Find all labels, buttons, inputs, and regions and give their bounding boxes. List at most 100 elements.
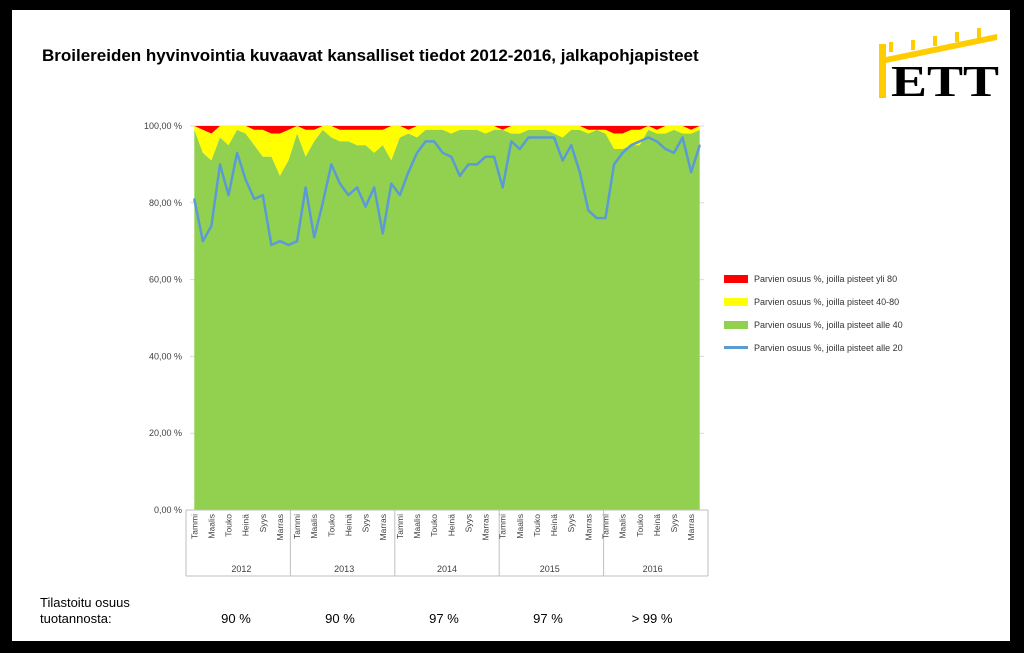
- stat-2014: 97 %: [429, 611, 459, 626]
- point-alle20: [339, 182, 341, 185]
- year-label: 2012: [231, 564, 251, 574]
- point-alle20: [493, 155, 495, 158]
- stat-2013: 90 %: [325, 611, 355, 626]
- point-alle20: [227, 194, 230, 196]
- ett-logo: ETT: [879, 28, 999, 102]
- point-alle20: [638, 140, 641, 143]
- legend-label-alle20: Parvien osuus %, joilla pisteet alle 20: [754, 342, 903, 353]
- point-alle20: [202, 240, 204, 242]
- point-alle20: [262, 194, 264, 196]
- point-alle20: [587, 209, 590, 212]
- legend-label-yli80: Parvien osuus %, joilla pisteet yli 80: [754, 273, 898, 284]
- point-alle20: [621, 152, 624, 154]
- point-alle20: [321, 202, 324, 204]
- point-alle20: [270, 244, 273, 246]
- logo-text: ETT: [891, 57, 999, 102]
- legend-label-alle40: Parvien osuus %, joilla pisteet alle 40: [754, 319, 903, 330]
- month-label: Touko: [635, 514, 645, 537]
- point-alle20: [373, 186, 375, 189]
- month-label: Heinä: [549, 514, 559, 536]
- point-alle20: [510, 140, 513, 143]
- y-tick-label: 40,00 %: [149, 351, 182, 361]
- point-alle20: [544, 136, 547, 139]
- month-label: Marras: [378, 514, 388, 540]
- line-alle20: [193, 136, 701, 247]
- stat-2015: 97 %: [533, 611, 563, 626]
- point-alle20: [364, 205, 367, 208]
- point-alle20: [244, 178, 247, 181]
- y-tick-label: 80,00 %: [149, 198, 182, 208]
- month-label: Marras: [583, 514, 593, 540]
- point-alle20: [347, 194, 350, 196]
- point-alle20: [527, 136, 530, 139]
- point-alle20: [536, 136, 538, 139]
- point-alle20: [596, 217, 598, 219]
- point-alle20: [304, 186, 307, 189]
- month-label: Heinä: [343, 514, 353, 536]
- point-alle20: [553, 136, 555, 139]
- point-alle20: [570, 144, 573, 146]
- month-label: Touko: [326, 514, 336, 537]
- month-label: Marras: [275, 514, 285, 540]
- point-alle20: [390, 182, 393, 185]
- point-alle20: [681, 136, 684, 139]
- legend-item-alle20: Parvien osuus %, joilla pisteet alle 20: [724, 336, 903, 359]
- point-alle20: [630, 144, 632, 146]
- point-alle20: [647, 136, 650, 139]
- month-label: Heinä: [241, 514, 251, 536]
- slide: Broilereiden hyvinvointia kuvaavat kansa…: [12, 10, 1010, 641]
- month-label: Maalis: [515, 514, 525, 539]
- area-alle40: [194, 129, 700, 510]
- month-label: Tammi: [292, 514, 302, 539]
- month-label: Tammi: [498, 514, 508, 539]
- point-alle20: [450, 155, 453, 158]
- month-label: Maalis: [412, 514, 422, 539]
- month-label: Heinä: [446, 514, 456, 536]
- chart-legend: Parvien osuus %, joilla pisteet yli 80 P…: [724, 267, 903, 359]
- stat-2016: > 99 %: [631, 611, 673, 626]
- point-alle20: [613, 163, 615, 166]
- point-alle20: [441, 152, 444, 154]
- month-label: Syys: [258, 514, 268, 532]
- point-alle20: [578, 171, 581, 173]
- legend-swatch-green: [724, 320, 748, 329]
- legend-label-40-80: Parvien osuus %, joilla pisteet 40-80: [754, 296, 900, 307]
- year-label: 2013: [334, 564, 354, 574]
- year-label: 2016: [643, 564, 663, 574]
- point-alle20: [501, 186, 504, 189]
- logo-mark-icon: [879, 28, 997, 98]
- y-tick-label: 100,00 %: [144, 121, 182, 131]
- month-label: Touko: [532, 514, 542, 537]
- point-alle20: [698, 144, 701, 146]
- month-label: Touko: [224, 514, 234, 537]
- point-alle20: [484, 155, 487, 158]
- point-alle20: [690, 171, 692, 173]
- legend-item-yli80: Parvien osuus %, joilla pisteet yli 80: [724, 267, 903, 290]
- point-alle20: [656, 140, 658, 143]
- month-label: Maalis: [206, 514, 216, 539]
- point-alle20: [313, 236, 316, 239]
- month-label: Touko: [429, 514, 439, 537]
- month-label: Maalis: [618, 514, 628, 539]
- month-label: Tammi: [600, 514, 610, 539]
- month-label: Heinä: [652, 514, 662, 536]
- y-tick-label: 20,00 %: [149, 428, 182, 438]
- month-label: Syys: [463, 514, 473, 532]
- chart: 0,00 % 20,00 % 40,00 % 60,00 % 80,00 % 100,00…: [144, 121, 709, 577]
- point-alle20: [416, 152, 418, 154]
- month-label: Maalis: [309, 514, 319, 539]
- stat-2012: 90 %: [221, 611, 251, 626]
- point-alle20: [219, 163, 221, 166]
- month-label: Tammi: [395, 514, 405, 539]
- legend-swatch-yellow: [724, 297, 748, 306]
- point-alle20: [279, 240, 281, 242]
- legend-item-alle40: Parvien osuus %, joilla pisteet alle 40: [724, 313, 903, 336]
- point-alle20: [356, 186, 358, 189]
- month-label: Syys: [669, 514, 679, 532]
- legend-swatch-red: [724, 274, 748, 283]
- point-alle20: [407, 171, 410, 173]
- y-tick-label: 0,00 %: [154, 505, 182, 515]
- month-label: Marras: [686, 514, 696, 540]
- month-label: Syys: [361, 514, 371, 532]
- month-label: Syys: [566, 514, 576, 532]
